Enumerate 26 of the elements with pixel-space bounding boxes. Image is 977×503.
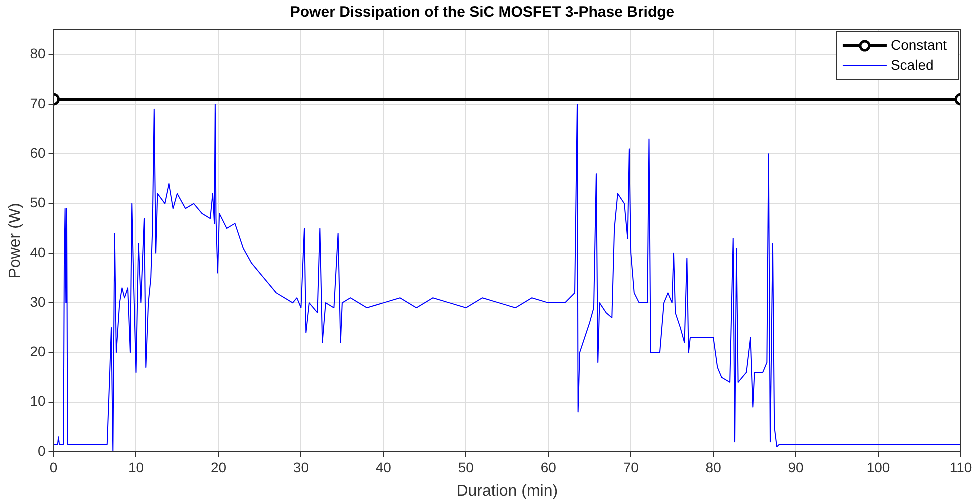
legend-label: Scaled	[890, 56, 934, 73]
y-axis-title: Power (W)	[7, 203, 24, 279]
x-tick-label: 10	[128, 459, 144, 476]
legend-label: Constant	[890, 36, 948, 53]
x-tick-label: 50	[458, 459, 474, 476]
y-tick-label: 80	[30, 46, 46, 62]
x-tick-label: 100	[866, 459, 890, 476]
x-tick-label: 90	[788, 459, 804, 476]
x-tick-label: 20	[210, 459, 227, 476]
x-tick-label: 30	[293, 459, 310, 476]
x-tick-label: 0	[50, 459, 58, 476]
x-tick-label: 110	[950, 459, 972, 476]
x-tick-label: 80	[706, 459, 722, 476]
y-tick-label: 10	[30, 393, 46, 410]
x-axis-title: Duration (min)	[456, 482, 558, 500]
y-tick-label: 60	[30, 144, 46, 161]
y-tick-label: 30	[30, 294, 46, 310]
y-tick-label: 0	[38, 442, 46, 459]
chart-title: Power Dissipation of the SiC MOSFET 3-Phase Bridge	[290, 4, 675, 22]
y-tick-label: 50	[30, 194, 46, 211]
y-tick-label: 70	[30, 95, 46, 112]
x-tick-label: 70	[623, 459, 640, 476]
x-tick-label: 40	[376, 459, 392, 476]
x-tick-label: 60	[540, 459, 557, 476]
y-tick-label: 40	[30, 244, 46, 260]
y-tick-label: 20	[30, 344, 46, 360]
